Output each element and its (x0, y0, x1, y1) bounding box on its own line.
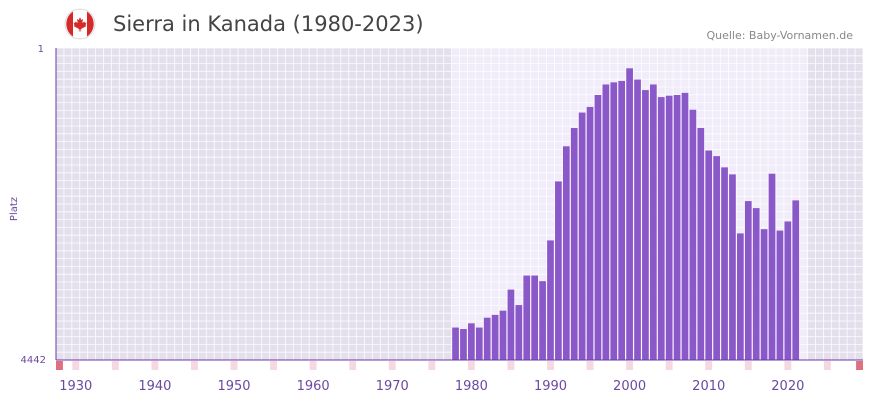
bar-2012 (721, 167, 728, 360)
bar-1993 (570, 128, 578, 360)
bar-1978 (452, 327, 459, 360)
x-tick-label-2000: 2000 (613, 379, 646, 394)
bar-1979 (460, 328, 467, 360)
year-marker-1935 (111, 361, 119, 370)
bar-2014 (737, 233, 744, 360)
edge-marker-left (56, 361, 63, 370)
bar-1997 (602, 84, 610, 360)
bar-2016 (752, 208, 760, 360)
x-tick-label-1980: 1980 (455, 379, 488, 394)
bar-2019 (776, 230, 784, 360)
chart-header: Sierra in Kanada (1980-2023) Quelle: Bab… (0, 0, 873, 50)
bar-1985 (507, 289, 515, 360)
y-tick-label-top: 1 (38, 44, 44, 55)
year-marker-1970 (388, 361, 396, 370)
bar-2006 (673, 95, 681, 360)
year-marker-2025 (823, 361, 831, 370)
year-marker-1980 (467, 361, 475, 370)
bar-1984 (499, 310, 507, 360)
bar-2015 (744, 201, 752, 360)
bar-1982 (483, 317, 491, 360)
bar-2018 (768, 173, 776, 360)
year-marker-1985 (507, 361, 515, 370)
bar-1986 (515, 305, 523, 360)
year-marker-1990 (547, 361, 554, 370)
year-marker-1940 (151, 361, 159, 370)
bar-2009 (697, 128, 705, 360)
x-tick-label-1930: 1930 (59, 379, 92, 394)
bar-2003 (649, 84, 657, 360)
x-tick-label-1940: 1940 (138, 379, 171, 394)
x-tick-label-1970: 1970 (376, 379, 409, 394)
bar-2008 (689, 109, 697, 360)
x-tick-label-2010: 2010 (692, 379, 725, 394)
year-marker-2020 (784, 361, 792, 370)
year-marker-1930 (72, 361, 80, 370)
bar-1991 (555, 181, 562, 360)
bar-2017 (760, 229, 768, 360)
year-marker-1945 (191, 361, 198, 370)
y-tick-label-bottom: 4442 (21, 355, 46, 366)
y-axis-title: Platz (9, 197, 20, 221)
year-marker-2015 (744, 361, 752, 370)
year-marker-1975 (428, 361, 436, 370)
bar-1989 (539, 281, 546, 360)
bar-1995 (586, 106, 594, 360)
bar-1994 (578, 112, 586, 360)
bar-1983 (491, 314, 499, 360)
bar-1988 (531, 275, 539, 360)
bar-1996 (594, 95, 602, 360)
year-marker-1965 (349, 361, 357, 370)
year-marker-1960 (309, 361, 317, 370)
year-marker-2005 (665, 361, 673, 370)
year-marker-2000 (626, 361, 634, 370)
bar-1999 (618, 80, 626, 360)
bar-2013 (729, 174, 736, 360)
bar-1980 (468, 323, 475, 360)
x-tick-label-2020: 2020 (771, 379, 804, 394)
year-marker-2010 (705, 361, 713, 370)
bar-2011 (713, 156, 720, 360)
bar-1992 (562, 146, 570, 360)
bar-2005 (665, 95, 673, 361)
bar-2020 (784, 221, 792, 360)
year-marker-1950 (230, 361, 238, 370)
chart-title: Sierra in Kanada (1980-2023) (113, 12, 424, 36)
bar-2002 (642, 90, 649, 361)
bar-2001 (634, 79, 641, 360)
bar-1998 (610, 82, 618, 360)
year-marker-1995 (586, 361, 594, 370)
bar-2010 (705, 150, 713, 360)
year-marker-1955 (270, 361, 278, 370)
bar-2004 (657, 97, 665, 361)
x-tick-label-1960: 1960 (297, 379, 330, 394)
x-tick-label-1950: 1950 (217, 379, 250, 394)
canada-flag-icon (64, 8, 96, 40)
bar-1981 (475, 327, 483, 360)
bar-2021 (792, 200, 800, 360)
source-credit: Quelle: Baby-Vornamen.de (706, 29, 853, 42)
edge-marker-right (856, 361, 863, 370)
bar-2000 (626, 68, 633, 361)
bar-1987 (523, 275, 531, 360)
bar-2007 (681, 92, 689, 361)
bar-1990 (547, 240, 554, 360)
x-tick-label-1990: 1990 (534, 379, 567, 394)
